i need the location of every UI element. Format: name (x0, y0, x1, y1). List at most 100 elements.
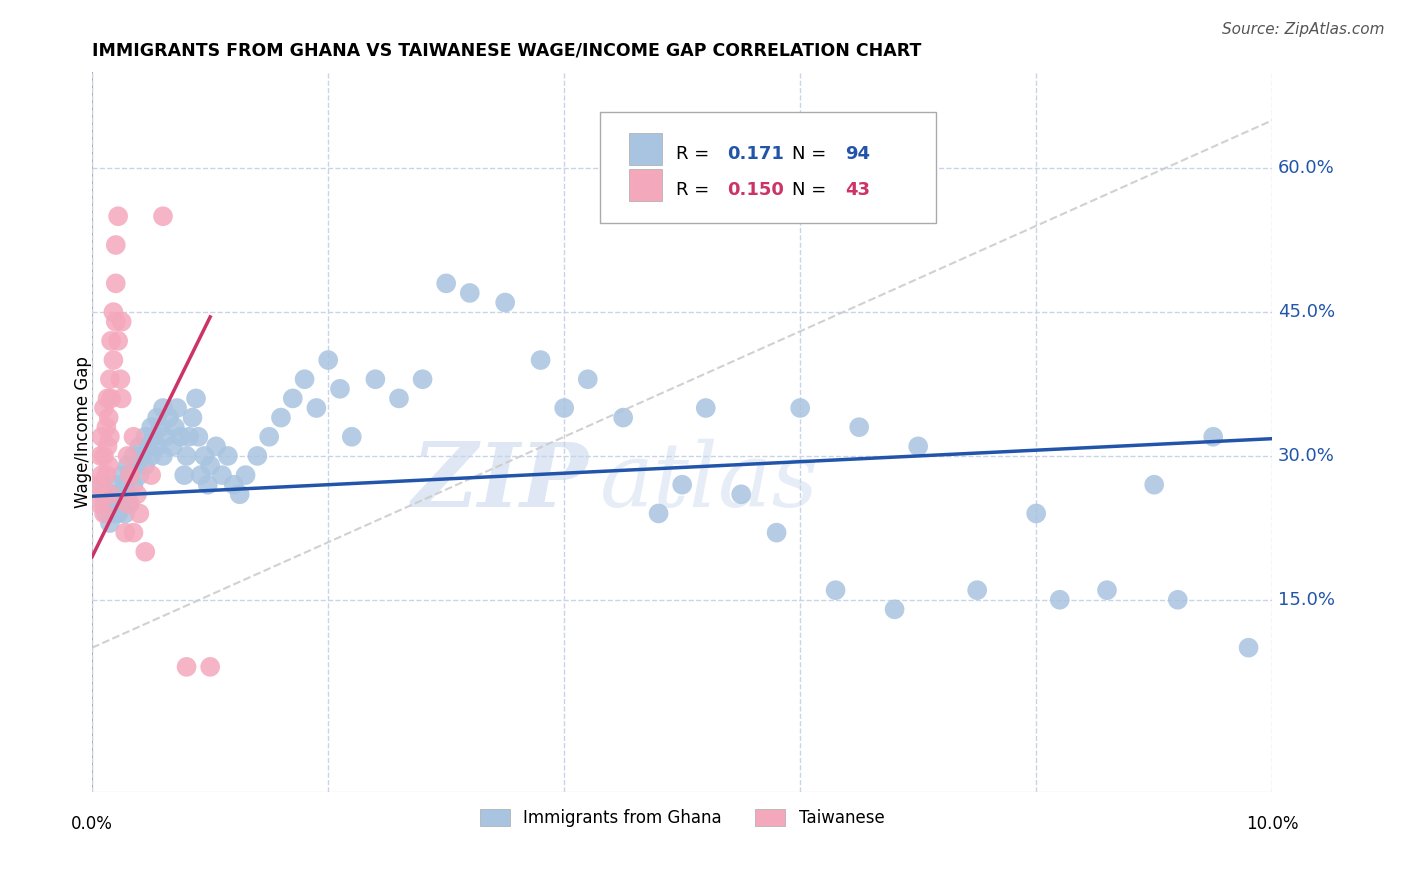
Point (789, 401, 811, 415)
Point (141, 468, 163, 483)
Point (107, 209, 129, 223)
Point (128, 439, 150, 453)
Bar (628, 169, 662, 201)
Point (340, 430, 363, 444)
Text: 94: 94 (845, 145, 870, 162)
Point (96, 439, 118, 453)
Point (87, 477, 110, 491)
Point (98, 487, 121, 501)
Point (103, 353, 125, 368)
Point (107, 334, 129, 348)
Text: 10.0%: 10.0% (1246, 815, 1298, 833)
Point (173, 468, 195, 483)
Point (671, 477, 693, 491)
Point (138, 439, 160, 453)
Point (222, 477, 245, 491)
Point (270, 410, 292, 425)
Point (104, 238, 127, 252)
Point (93, 449, 115, 463)
Point (142, 430, 165, 444)
Point (122, 449, 145, 463)
Text: N =: N = (792, 145, 832, 162)
Point (193, 449, 215, 463)
Text: 0.150: 0.150 (727, 181, 785, 199)
Point (197, 477, 219, 491)
Point (100, 392, 122, 406)
Point (128, 468, 150, 483)
Point (107, 487, 129, 501)
Text: IMMIGRANTS FROM GHANA VS TAIWANESE WAGE/INCOME GAP CORRELATION CHART: IMMIGRANTS FROM GHANA VS TAIWANESE WAGE/… (93, 42, 921, 60)
Point (125, 487, 148, 501)
Point (104, 315, 127, 329)
Point (131, 449, 153, 463)
Point (134, 430, 156, 444)
Point (1049, 592, 1071, 607)
Point (162, 439, 184, 453)
Point (235, 468, 257, 483)
Point (163, 420, 186, 434)
Point (98, 516, 121, 530)
Point (170, 430, 193, 444)
Bar (628, 133, 662, 165)
Point (141, 420, 163, 434)
Text: 0.0%: 0.0% (72, 815, 112, 833)
Point (89, 497, 111, 511)
Text: atlas: atlas (599, 439, 818, 525)
Point (96, 468, 118, 483)
Point (110, 372, 132, 386)
Point (98, 487, 121, 501)
Point (96, 392, 118, 406)
Point (458, 285, 481, 300)
Point (152, 209, 174, 223)
Point (146, 410, 169, 425)
Point (117, 449, 139, 463)
Point (134, 458, 156, 473)
Point (152, 401, 174, 415)
Point (155, 430, 177, 444)
Point (117, 487, 139, 501)
Point (190, 468, 212, 483)
Point (553, 401, 575, 415)
Point (111, 392, 134, 406)
Point (111, 468, 134, 483)
Point (211, 468, 233, 483)
Point (184, 392, 207, 406)
Point (305, 401, 328, 415)
Point (98, 430, 121, 444)
Point (90, 468, 112, 483)
Point (257, 430, 280, 444)
Text: ZIP: ZIP (412, 439, 588, 525)
Point (118, 468, 141, 483)
Point (329, 382, 352, 396)
Text: 30.0%: 30.0% (1278, 447, 1334, 465)
Point (1095, 583, 1118, 598)
Point (104, 507, 127, 521)
Point (647, 507, 669, 521)
Point (364, 372, 387, 386)
Point (103, 305, 125, 319)
Point (96, 507, 118, 521)
Point (177, 430, 200, 444)
Point (883, 602, 905, 616)
Point (152, 449, 174, 463)
Point (98, 372, 121, 386)
Point (111, 315, 134, 329)
Point (134, 545, 156, 559)
Point (187, 430, 209, 444)
Point (412, 372, 434, 386)
Point (765, 525, 787, 540)
Point (90, 430, 112, 444)
Point (1237, 640, 1260, 655)
Point (281, 392, 304, 406)
Point (181, 410, 204, 425)
Point (1167, 592, 1189, 607)
Point (157, 410, 180, 425)
Point (176, 660, 198, 674)
Point (114, 507, 136, 521)
Point (93, 401, 115, 415)
FancyBboxPatch shape (599, 112, 936, 223)
Point (166, 401, 188, 415)
Point (118, 497, 141, 511)
Point (89, 449, 111, 463)
Point (128, 507, 150, 521)
